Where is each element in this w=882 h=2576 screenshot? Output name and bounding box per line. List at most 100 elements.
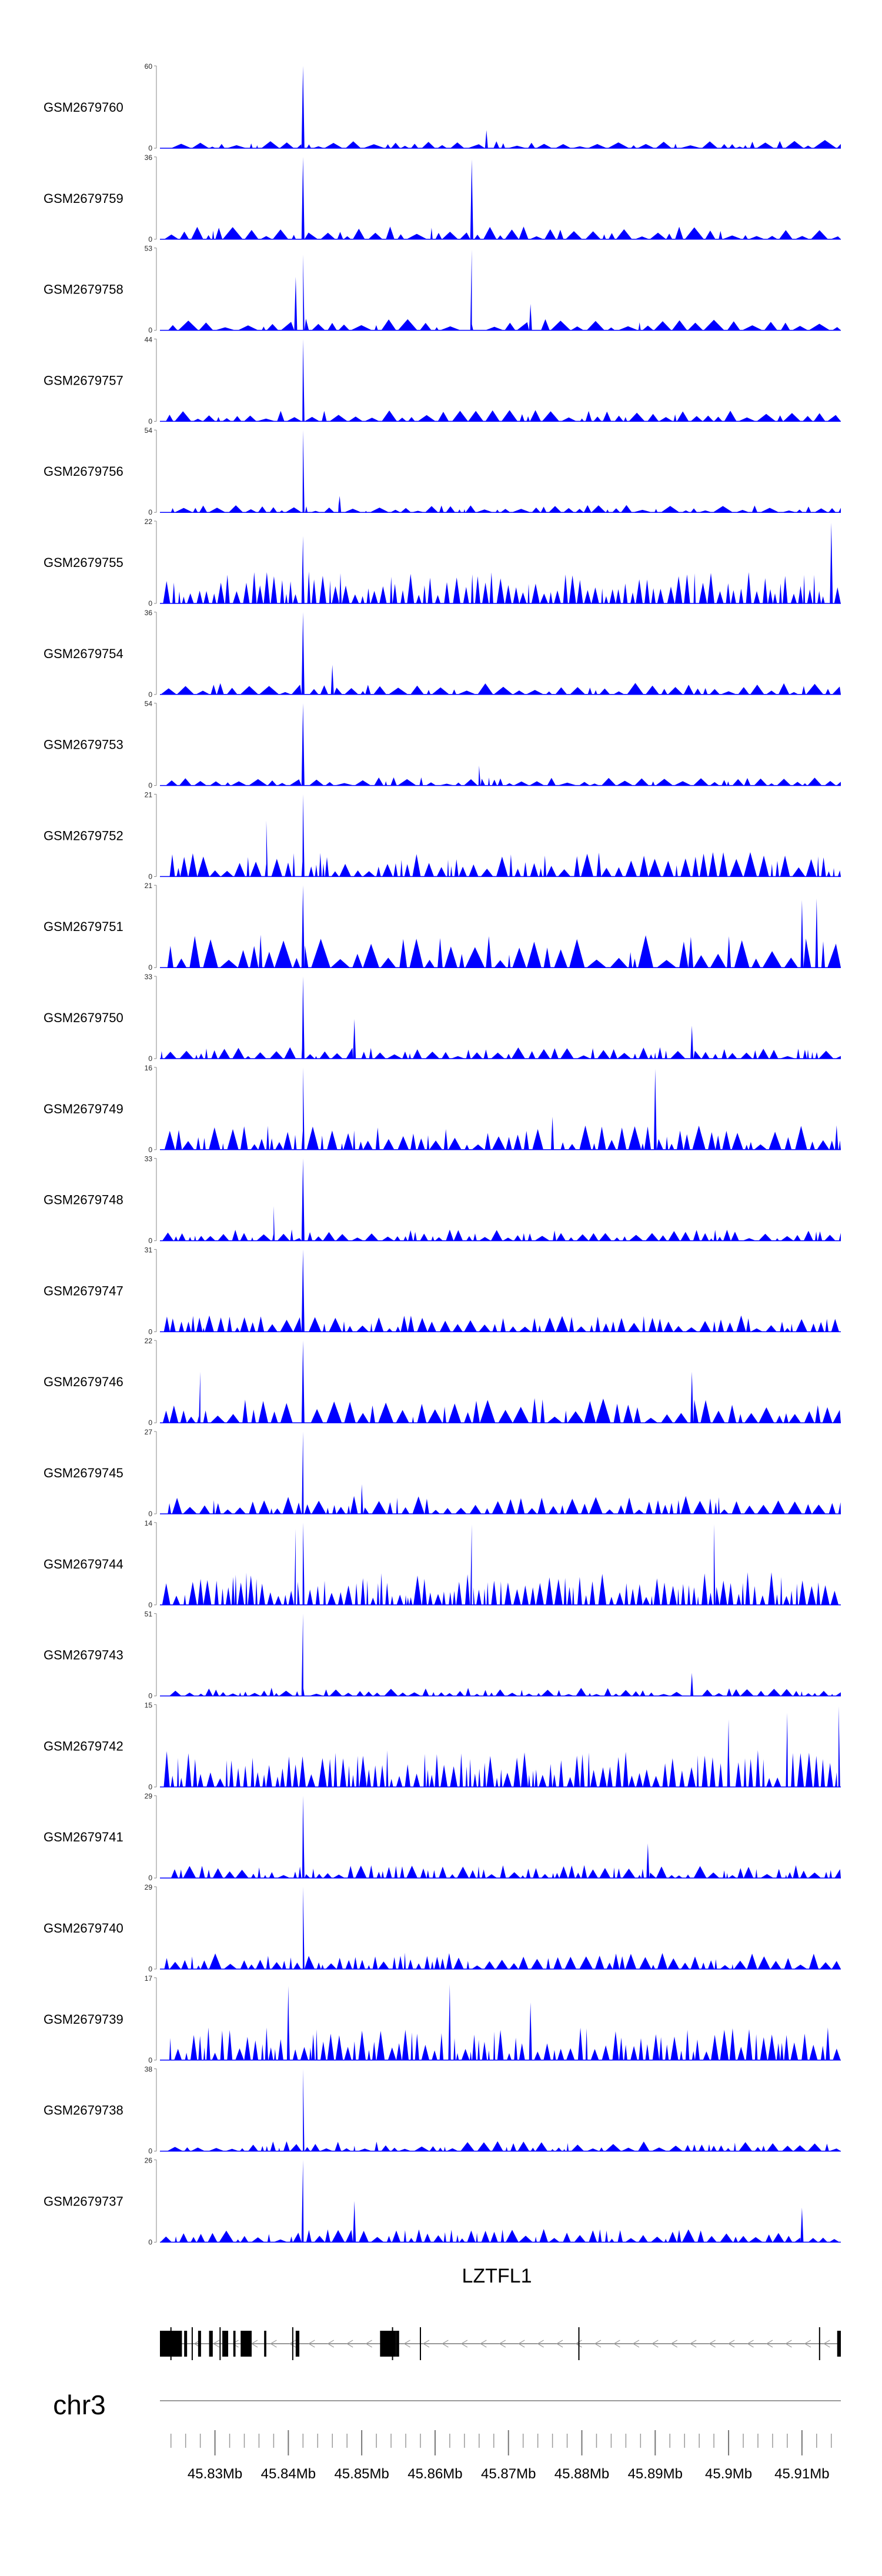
gene-exon xyxy=(240,2331,252,2357)
gene-exon xyxy=(396,2331,399,2357)
y-min-label: 0 xyxy=(148,1055,152,1063)
coverage-area xyxy=(160,2068,841,2151)
coverage-track-GSM2679745: GSM2679745 27 0 xyxy=(44,1428,841,1518)
coverage-track-GSM2679741: GSM2679741 29 0 xyxy=(44,1792,841,1882)
axis-tick-label: 45.85Mb xyxy=(334,2466,389,2482)
coverage-track-GSM2679758: GSM2679758 53 0 xyxy=(44,245,841,335)
strand-arrow xyxy=(632,2340,640,2348)
coverage-track-GSM2679737: GSM2679737 26 0 xyxy=(44,2156,841,2246)
track-label: GSM2679748 xyxy=(44,1193,123,1207)
axis-tick-label: 45.88Mb xyxy=(554,2466,609,2482)
y-max-label: 17 xyxy=(145,1974,153,1983)
y-min-label: 0 xyxy=(148,782,152,790)
coverage-track-GSM2679755: GSM2679755 22 0 xyxy=(44,518,841,608)
coverage-area xyxy=(160,612,841,695)
coverage-track-GSM2679740: GSM2679740 29 0 xyxy=(44,1883,841,1973)
track-label: GSM2679737 xyxy=(44,2194,123,2208)
y-min-label: 0 xyxy=(148,235,152,243)
y-min-label: 0 xyxy=(148,1237,152,1245)
track-label: GSM2679746 xyxy=(44,1374,123,1389)
y-max-label: 21 xyxy=(145,790,153,799)
strand-arrow xyxy=(670,2340,678,2348)
strand-arrow xyxy=(422,2340,430,2348)
track-label: GSM2679756 xyxy=(44,464,123,479)
axis-tick-label: 45.89Mb xyxy=(628,2466,683,2482)
track-label: GSM2679741 xyxy=(44,1830,123,1844)
coverage-track-GSM2679746: GSM2679746 22 0 xyxy=(44,1337,841,1427)
y-max-label: 16 xyxy=(145,1064,153,1072)
axis-tick-label: 45.9Mb xyxy=(705,2466,752,2482)
coverage-track-GSM2679744: GSM2679744 14 0 xyxy=(44,1519,841,1609)
strand-arrow xyxy=(327,2340,335,2348)
y-max-label: 51 xyxy=(145,1610,153,1619)
track-label: GSM2679760 xyxy=(44,100,123,115)
coverage-track-GSM2679742: GSM2679742 15 0 xyxy=(44,1701,841,1791)
coverage-area xyxy=(160,1887,841,1969)
strand-arrow xyxy=(308,2340,315,2348)
strand-arrow xyxy=(556,2340,563,2348)
y-min-label: 0 xyxy=(148,1692,152,1700)
y-min-label: 0 xyxy=(148,1783,152,1791)
strand-arrow xyxy=(747,2340,754,2348)
track-label: GSM2679742 xyxy=(44,1739,123,1753)
gene-exon xyxy=(209,2331,213,2357)
track-label: GSM2679753 xyxy=(44,738,123,752)
y-max-label: 14 xyxy=(145,1519,153,1527)
y-min-label: 0 xyxy=(148,1419,152,1427)
strand-arrow xyxy=(727,2340,735,2348)
strand-arrow xyxy=(652,2340,659,2348)
y-min-label: 0 xyxy=(148,326,152,335)
strand-arrow xyxy=(785,2340,792,2348)
strand-arrow xyxy=(518,2340,525,2348)
y-max-label: 29 xyxy=(145,1883,153,1891)
y-min-label: 0 xyxy=(148,508,152,516)
y-min-label: 0 xyxy=(148,1327,152,1336)
strand-arrow xyxy=(403,2340,410,2348)
gene-exon xyxy=(295,2331,300,2357)
y-min-label: 0 xyxy=(148,599,152,608)
y-min-label: 0 xyxy=(148,1874,152,1882)
y-max-label: 33 xyxy=(145,973,153,981)
track-label: GSM2679744 xyxy=(44,1557,123,1571)
coverage-track-GSM2679754: GSM2679754 36 0 xyxy=(44,609,841,699)
strand-arrow xyxy=(365,2340,372,2348)
track-label: GSM2679743 xyxy=(44,1648,123,1663)
coverage-track-GSM2679749: GSM2679749 16 0 xyxy=(44,1064,841,1154)
y-min-label: 0 xyxy=(148,2238,152,2246)
coverage-area xyxy=(160,1796,841,1878)
coverage-area xyxy=(160,156,841,239)
coverage-area xyxy=(160,1249,841,1332)
chromosome-label: chr3 xyxy=(53,2390,105,2420)
y-max-label: 54 xyxy=(145,700,153,708)
y-min-label: 0 xyxy=(148,690,152,699)
y-max-label: 31 xyxy=(145,1246,153,1254)
strand-arrow xyxy=(594,2340,602,2348)
coverage-track-GSM2679752: GSM2679752 21 0 xyxy=(44,790,841,880)
coverage-area xyxy=(160,1706,841,1787)
coverage-track-GSM2679759: GSM2679759 36 0 xyxy=(44,154,841,243)
y-min-label: 0 xyxy=(148,1965,152,1973)
y-max-label: 36 xyxy=(145,154,153,162)
y-max-label: 54 xyxy=(145,426,153,435)
gene-exon xyxy=(222,2331,229,2357)
y-max-label: 22 xyxy=(145,1337,153,1345)
y-min-label: 0 xyxy=(148,1601,152,1609)
gene-exon xyxy=(198,2331,201,2357)
strand-arrow xyxy=(613,2340,620,2348)
coverage-area xyxy=(160,1432,841,1514)
strand-arrow xyxy=(212,2340,220,2348)
coverage-track-GSM2679756: GSM2679756 54 0 xyxy=(44,426,841,516)
y-min-label: 0 xyxy=(148,2147,152,2155)
y-min-label: 0 xyxy=(148,1146,152,1154)
strand-arrow xyxy=(575,2340,582,2348)
track-label: GSM2679738 xyxy=(44,2103,123,2118)
strand-arrow xyxy=(690,2340,697,2348)
track-label: GSM2679745 xyxy=(44,1466,123,1480)
gene-exon xyxy=(837,2331,841,2357)
coverage-area xyxy=(160,522,841,603)
coverage-area xyxy=(160,2160,841,2243)
track-label: GSM2679740 xyxy=(44,1921,123,1936)
track-label: GSM2679755 xyxy=(44,555,123,570)
strand-arrow xyxy=(499,2340,506,2348)
